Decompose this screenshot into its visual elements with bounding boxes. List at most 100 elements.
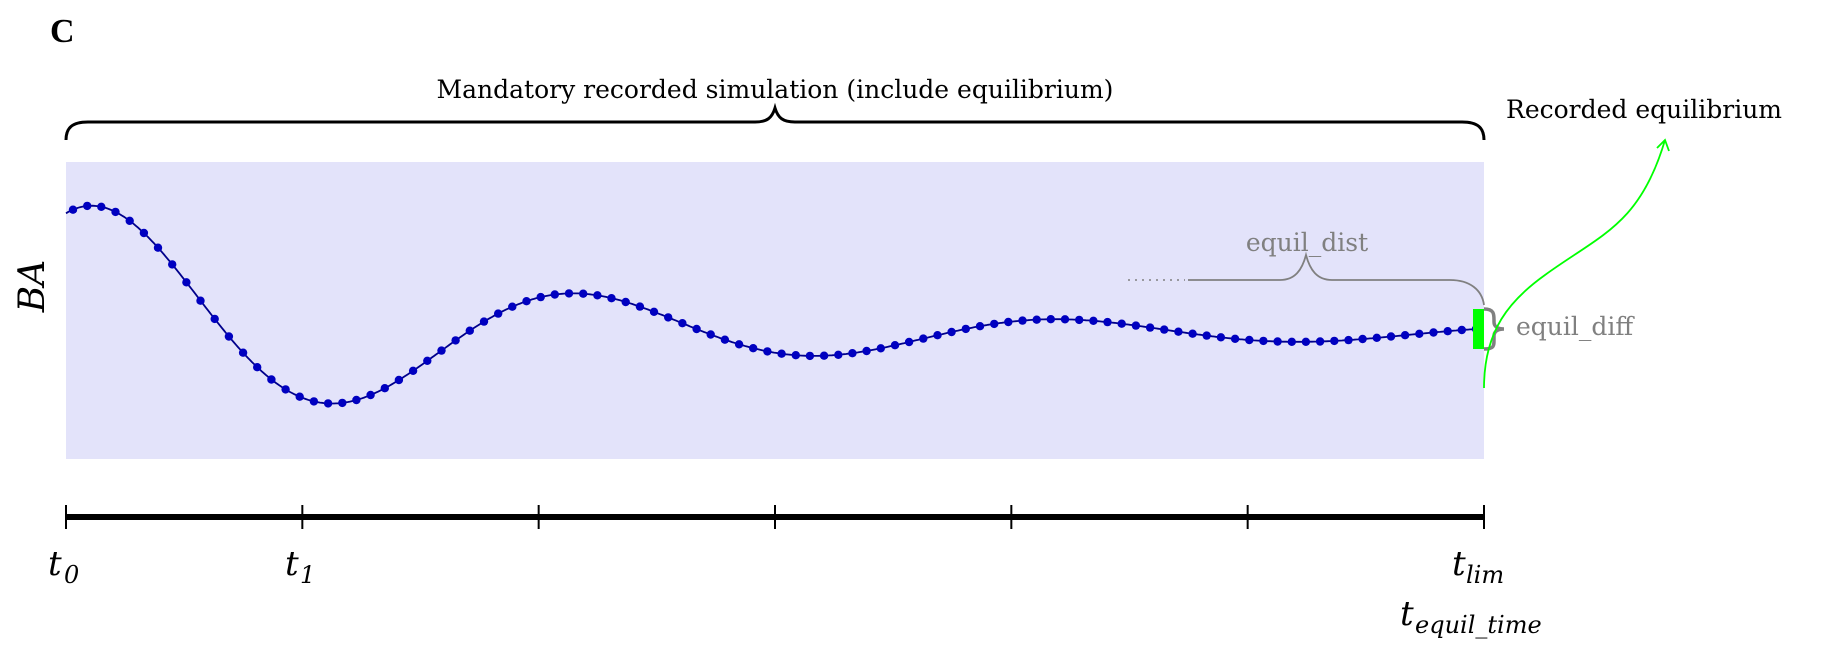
curve-point <box>1372 333 1382 342</box>
curve-point <box>168 260 177 269</box>
curve-point <box>522 297 531 306</box>
curve-point <box>1301 337 1311 346</box>
curve-point <box>196 296 205 305</box>
curve-point <box>876 344 885 353</box>
curve-point <box>990 319 999 329</box>
curve-point <box>323 399 333 408</box>
curve-point <box>678 319 687 328</box>
curve-point <box>394 375 404 385</box>
curve-point <box>139 228 149 238</box>
curve-point <box>1188 329 1197 338</box>
curve-point <box>1117 319 1126 328</box>
curve-point <box>68 205 78 214</box>
simulation-region <box>66 162 1484 459</box>
curve-point <box>295 392 304 401</box>
curve-point <box>1457 325 1467 335</box>
curve-point <box>451 336 460 345</box>
time-label-tlim-sub: lim <box>1466 561 1504 589</box>
curve-point <box>834 350 843 359</box>
y-axis-label: BA <box>12 260 53 313</box>
curve-point <box>97 202 106 211</box>
curve-point <box>253 363 262 372</box>
curve-point <box>238 348 248 357</box>
curve-point <box>281 385 290 394</box>
curve-point <box>904 337 914 347</box>
curve-point <box>182 278 191 287</box>
curve-point <box>267 375 276 384</box>
time-label-t1-base: t <box>285 544 299 584</box>
equil-diff-label: equil_diff <box>1516 312 1635 341</box>
time-label-tequil: t equil_time <box>1400 594 1542 639</box>
curve-point <box>494 309 503 318</box>
curve-point <box>734 340 744 349</box>
curve-point <box>1202 331 1211 340</box>
curve-point <box>593 291 602 300</box>
curve-point <box>1075 315 1084 325</box>
time-label-t1-sub: 1 <box>300 561 315 589</box>
curve-point <box>1230 334 1240 343</box>
time-label-tlim-base: t <box>1452 544 1466 584</box>
curve-point <box>479 317 489 326</box>
curve-point <box>947 327 956 337</box>
time-label-t0-base: t <box>48 544 62 584</box>
curve-point <box>749 344 758 353</box>
curve-point <box>1273 337 1282 346</box>
curve-point <box>763 347 772 356</box>
curve-point <box>1287 337 1297 346</box>
curve-point <box>408 366 418 375</box>
curve-point <box>1046 315 1056 324</box>
curve-point <box>465 326 474 335</box>
curve-point <box>423 356 432 365</box>
curve-point <box>352 395 361 405</box>
curve-point <box>649 307 659 316</box>
curve-point <box>1245 335 1254 345</box>
curve-point <box>508 302 517 311</box>
equil-dist-label: equil_dist <box>1246 228 1368 257</box>
curve-point <box>125 216 134 225</box>
curve-group <box>65 201 1485 408</box>
curve-point <box>210 314 219 324</box>
curve-point <box>692 324 701 334</box>
curve-point <box>1358 334 1367 344</box>
curve-point <box>791 351 800 360</box>
recorded-equilibrium-label: Recorded equilibrium <box>1506 95 1782 124</box>
curve-point <box>579 289 588 298</box>
time-label-tlim: t lim <box>1452 544 1504 589</box>
curve-point <box>1400 331 1410 340</box>
curve-point <box>1032 315 1041 324</box>
curve-point <box>309 397 319 406</box>
curve-point <box>1429 328 1438 337</box>
curve-point <box>153 243 163 252</box>
curve-point <box>224 332 234 341</box>
curve-point <box>1004 317 1013 327</box>
curve-point <box>919 334 928 343</box>
curve-point <box>1131 321 1141 330</box>
curve-point <box>664 313 673 322</box>
mandatory-label: Mandatory recorded simulation (include e… <box>437 75 1114 104</box>
time-label-tequil-sub: equil_time <box>1415 611 1542 639</box>
curve-point <box>607 294 616 303</box>
curve-point <box>1330 336 1339 346</box>
curve-point <box>1145 323 1155 332</box>
curve-point <box>83 201 92 211</box>
curve-point <box>1259 336 1268 346</box>
curve-point <box>1060 315 1070 324</box>
curve-point <box>961 324 970 334</box>
curve-point <box>1174 327 1183 336</box>
curve-point <box>366 390 375 400</box>
curve-point <box>1415 329 1424 338</box>
curve-point <box>1315 337 1325 346</box>
curve-point <box>777 349 786 358</box>
time-label-t0-sub: 0 <box>64 561 79 589</box>
curve-point <box>720 335 730 344</box>
time-axis-ticks <box>65 505 1485 529</box>
curve-point <box>1443 327 1452 336</box>
equil-diff-brace <box>1483 307 1505 351</box>
curve-point <box>933 331 942 340</box>
curve-point <box>437 346 446 355</box>
recorded-equilibrium-arrowhead <box>1656 138 1670 152</box>
curve-point <box>111 207 120 217</box>
time-label-tequil-base: t <box>1400 594 1414 634</box>
curve-point <box>1216 333 1226 342</box>
